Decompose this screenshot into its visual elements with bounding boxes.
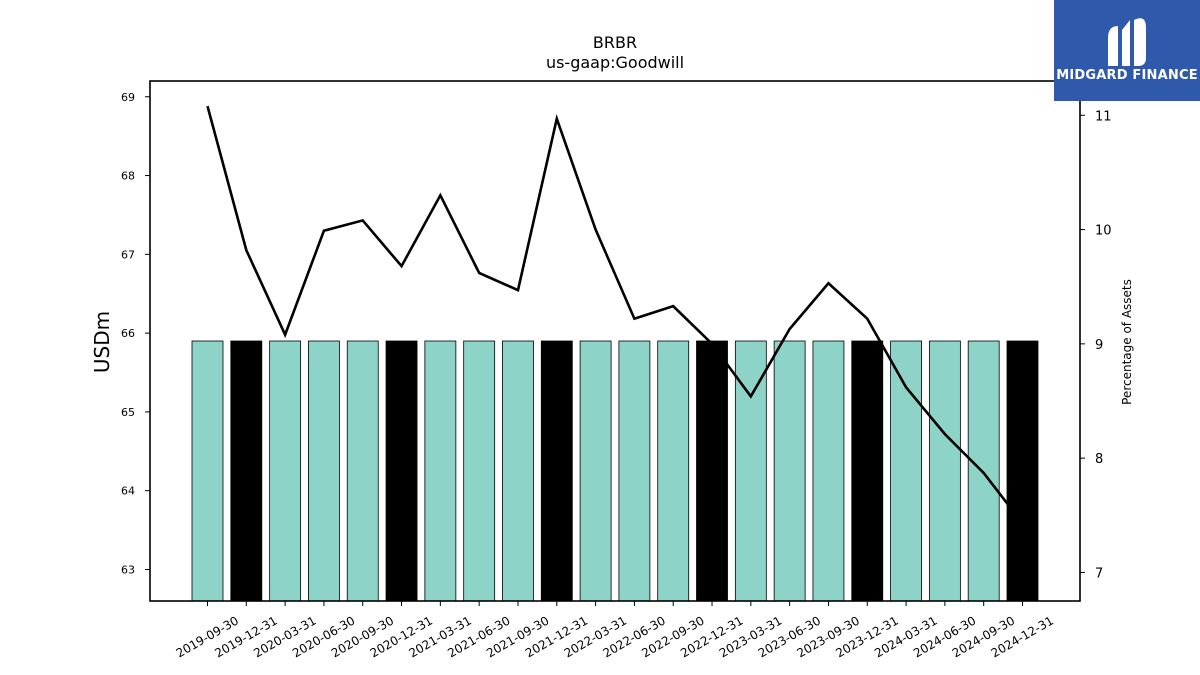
bar-2020-06-30 xyxy=(308,340,340,602)
midgard-finance-logo: MIDGARD FINANCE xyxy=(1054,0,1200,101)
bar-2021-06-30 xyxy=(463,340,496,602)
y-right-tick-label: 10 xyxy=(1095,224,1112,239)
bar-2024-09-30 xyxy=(967,340,1000,602)
logo-text: MIDGARD FINANCE xyxy=(1056,68,1198,83)
bar-2020-12-31 xyxy=(385,340,418,602)
bar-2022-03-31 xyxy=(579,340,612,602)
bar-2021-03-31 xyxy=(424,340,457,602)
bar-2024-06-30 xyxy=(928,340,961,602)
bar-2023-09-30 xyxy=(812,340,845,602)
y-right-tick-label: 9 xyxy=(1095,338,1103,353)
bar-2020-03-31 xyxy=(269,340,302,602)
line-layer xyxy=(206,105,1024,525)
chart-title: BRBR xyxy=(593,33,637,52)
bar-2024-03-31 xyxy=(890,340,922,602)
y-tick-label: 67 xyxy=(121,248,135,261)
bar-2024-12-31 xyxy=(1006,340,1039,602)
bar-2021-12-31 xyxy=(540,340,573,602)
bar-2022-12-31 xyxy=(696,340,728,602)
bar-2019-09-30 xyxy=(191,340,224,602)
y-right-tick-label: 8 xyxy=(1095,452,1103,467)
y-tick-label: 69 xyxy=(121,91,135,104)
bar-2021-09-30 xyxy=(502,340,534,602)
bar-2023-06-30 xyxy=(773,340,806,602)
y-right-tick-label: 11 xyxy=(1095,109,1112,124)
plot-frame xyxy=(149,80,1081,602)
chart-subtitle: us-gaap:Goodwill xyxy=(546,53,684,72)
bars-layer xyxy=(191,340,1039,602)
y-tick-label: 65 xyxy=(121,406,135,419)
y-tick-label: 63 xyxy=(121,563,135,576)
y-tick-label: 68 xyxy=(121,170,135,183)
bar-2019-12-31 xyxy=(230,340,263,602)
y-right-tick-label: 7 xyxy=(1095,566,1103,581)
y-axis-label: USDm xyxy=(90,311,114,373)
midgard-logo-icon xyxy=(1108,18,1146,66)
y-axis-right-label: Percentage of Assets xyxy=(1120,279,1134,405)
bar-2020-09-30 xyxy=(346,340,379,602)
y-tick-label: 64 xyxy=(121,485,135,498)
percentage-of-assets-line xyxy=(206,105,1024,525)
bar-2022-06-30 xyxy=(618,340,651,602)
y-tick-label: 66 xyxy=(121,327,135,340)
bar-2022-09-30 xyxy=(657,340,690,602)
bar-2023-12-31 xyxy=(851,340,884,602)
